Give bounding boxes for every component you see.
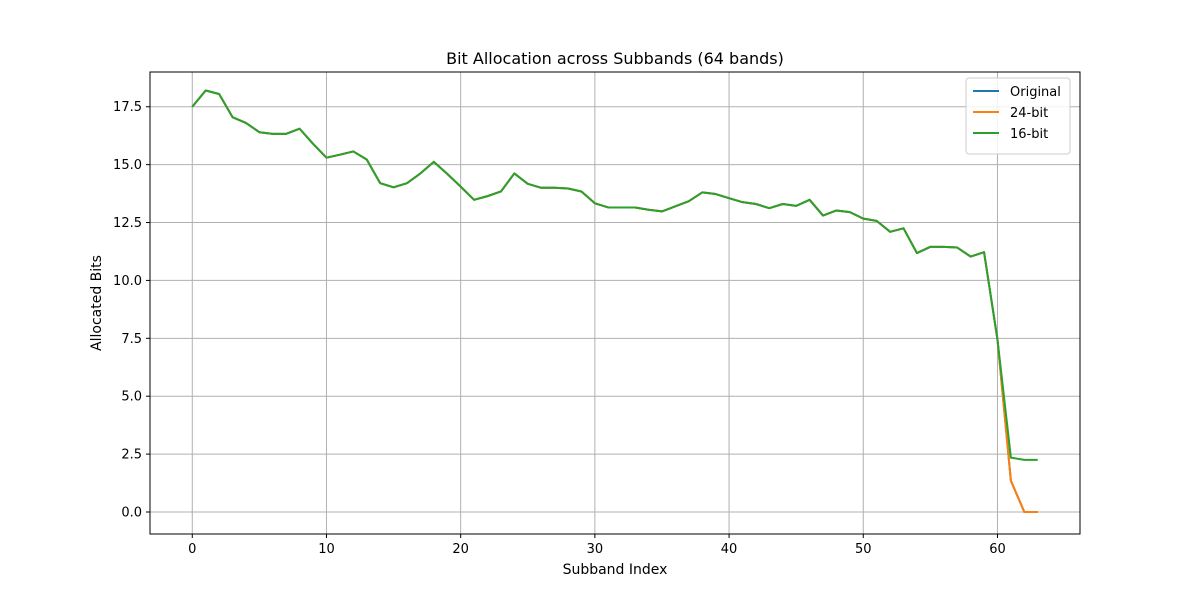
legend-box [965,77,1071,155]
plot-frame [149,71,1081,535]
y-tick-label: 7.5 [121,332,142,347]
x-tick-label: 50 [855,542,872,557]
y-tick-label: 12.5 [113,216,142,231]
y-tick-label: 10.0 [113,274,142,289]
legend-label-original: Original [1010,85,1061,100]
y-tick-label: 17.5 [113,100,142,115]
y-tick-label: 15.0 [113,158,142,173]
x-tick-label: 60 [989,542,1006,557]
x-tick-label: 30 [587,542,604,557]
series-line-24-bit [191,89,1038,513]
legend-label-24-bit: 24-bit [1010,106,1048,121]
grid-layer [150,72,1080,534]
ticks-layer: 0 10 20 30 40 50 60 0.0 2.5 5.0 7.5 10.0 12.5 15.0 17.… [113,100,1006,557]
series-line-original [191,89,1038,513]
legend: Original 24-bit 16-bit [965,77,1071,155]
series-layer [191,89,1038,513]
x-tick-label: 10 [318,542,335,557]
series-line-16-bit [191,89,1038,461]
y-tick-label: 5.0 [121,390,142,405]
y-tick-label: 0.0 [121,506,142,521]
y-axis-label: Allocated Bits [89,255,105,351]
x-tick-label: 20 [452,542,469,557]
x-tick-label: 40 [721,542,738,557]
x-tick-label: 0 [188,542,196,557]
y-tick-label: 2.5 [121,448,142,463]
chart-title: Bit Allocation across Subbands (64 bands… [446,49,784,68]
legend-label-16-bit: 16-bit [1010,127,1048,142]
x-axis-label: Subband Index [563,562,668,578]
